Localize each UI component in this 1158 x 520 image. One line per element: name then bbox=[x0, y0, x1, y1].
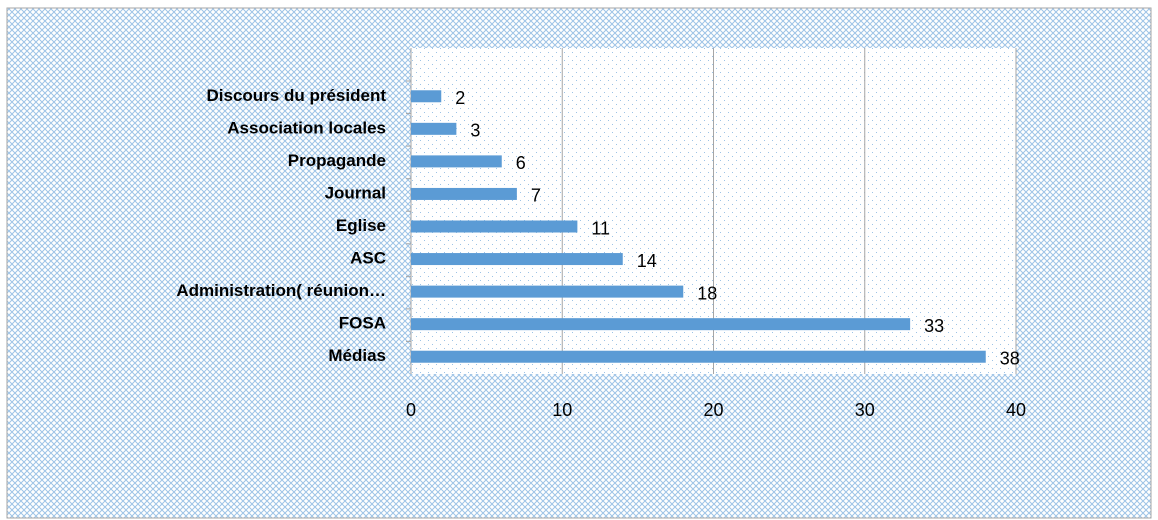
y-tick-label: Eglise bbox=[336, 216, 386, 235]
bar bbox=[411, 285, 684, 298]
bar bbox=[411, 253, 623, 266]
y-tick-label: Propagande bbox=[288, 151, 386, 170]
bar bbox=[411, 90, 442, 103]
bar bbox=[411, 187, 517, 200]
bar bbox=[411, 122, 457, 135]
y-tick-label: Administration( réunion… bbox=[176, 281, 386, 300]
bar bbox=[411, 318, 911, 331]
x-tick-label: 10 bbox=[552, 400, 572, 420]
data-label: 38 bbox=[1000, 348, 1020, 368]
y-tick-label: Journal bbox=[325, 183, 386, 202]
x-tick-label: 0 bbox=[406, 400, 416, 420]
data-label: 6 bbox=[516, 153, 526, 173]
bar bbox=[411, 350, 986, 363]
x-tick-label: 20 bbox=[703, 400, 723, 420]
data-label: 3 bbox=[470, 121, 480, 141]
y-tick-label: ASC bbox=[350, 249, 386, 268]
y-tick-label: Discours du président bbox=[207, 86, 387, 105]
data-label: 7 bbox=[531, 186, 541, 206]
data-label: 33 bbox=[924, 316, 944, 336]
bar bbox=[411, 220, 578, 233]
x-tick-label: 30 bbox=[855, 400, 875, 420]
bar bbox=[411, 155, 502, 168]
data-label: 14 bbox=[637, 251, 657, 271]
data-label: 11 bbox=[591, 218, 610, 238]
y-tick-label: Médias bbox=[328, 346, 386, 365]
y-tick-label: Association locales bbox=[227, 118, 386, 137]
data-label: 18 bbox=[697, 283, 717, 303]
y-tick-label: FOSA bbox=[339, 314, 386, 333]
x-tick-label: 40 bbox=[1006, 400, 1026, 420]
data-label: 2 bbox=[455, 88, 465, 108]
